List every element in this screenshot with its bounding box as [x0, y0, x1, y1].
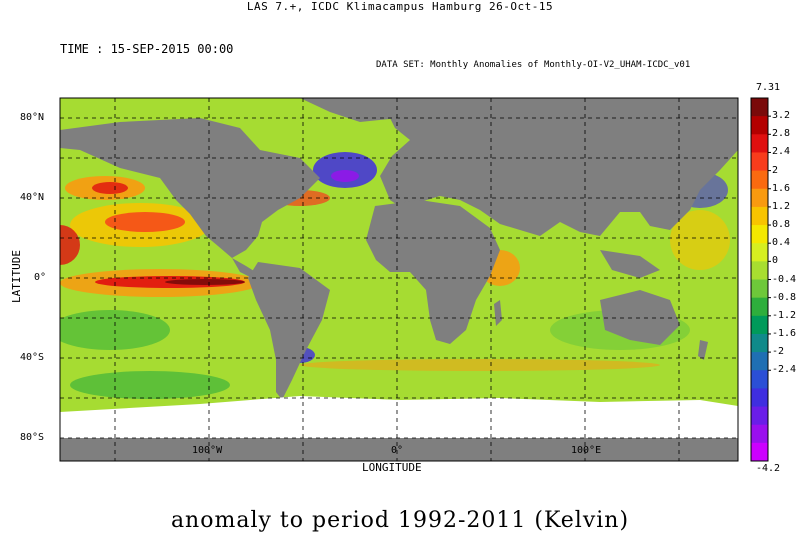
colorbar-swatch	[751, 134, 768, 153]
lat-tick-80n: 80°N	[20, 112, 45, 123]
sea-ice	[60, 396, 738, 438]
colorbar-level-label: -2	[772, 346, 785, 358]
land-masses	[60, 98, 738, 461]
time-label: TIME : 15-SEP-2015 00:00	[60, 42, 234, 56]
colorbar-swatch	[751, 116, 768, 135]
colorbar-level-label: -1.6	[772, 327, 797, 339]
australia-land	[600, 290, 680, 345]
colorbar-level-label: -0.8	[772, 291, 797, 303]
lat-tick-40n: 40°N	[20, 192, 45, 203]
colorbar-swatch	[751, 333, 768, 353]
lat-tick-40s: 40°S	[20, 352, 45, 363]
lon-tick-100w: 100°W	[192, 445, 223, 456]
new-zealand-land	[698, 340, 708, 360]
antarctica-land	[60, 438, 738, 461]
eurasia-land	[380, 98, 738, 236]
footer-caption: anomaly to period 1992-2011 (Kelvin)	[170, 508, 630, 533]
colorbar-swatch	[751, 406, 768, 426]
lon-tick-0: 0°	[391, 445, 404, 456]
longitude-axis-title: LONGITUDE	[362, 461, 422, 474]
colorbar-swatch	[751, 261, 768, 280]
colorbar	[750, 97, 771, 462]
colorbar-level-label: -2.4	[772, 364, 797, 376]
colorbar-min-label: -4.2	[756, 463, 781, 474]
colorbar-level-label: 1.2	[772, 200, 791, 212]
colorbar-swatch	[751, 170, 768, 190]
latitude-axis-title: LATITUDE	[9, 250, 23, 303]
colorbar-swatch	[751, 152, 768, 172]
colorbar-level-label: 3.2	[772, 110, 791, 122]
map-plot	[60, 98, 738, 461]
north-america-land	[60, 118, 320, 258]
madagascar-land	[494, 300, 502, 326]
colorbar-swatch	[751, 352, 768, 371]
colorbar-level-label: -1.2	[772, 309, 797, 321]
indonesia-land	[600, 250, 660, 278]
map-frame	[59, 97, 739, 462]
colorbar-level-label: 0	[772, 255, 779, 267]
colorbar-level-label: 2.4	[772, 146, 791, 158]
lat-tick-80s: 80°S	[20, 432, 45, 443]
colorbar-swatch	[751, 243, 768, 262]
grid-lines	[60, 98, 738, 461]
colorbar-swatch	[751, 188, 768, 208]
colorbar-swatch	[751, 225, 768, 244]
colorbar-swatch	[751, 279, 768, 299]
colorbar-swatch	[751, 315, 768, 335]
colorbar-level-label: 2.8	[772, 128, 791, 140]
south-america-land	[248, 262, 330, 400]
colorbar-max-label: 7.31	[756, 82, 781, 93]
colorbar-level-label: 0.8	[772, 219, 791, 231]
colorbar-swatch	[751, 424, 768, 444]
colorbar-level-label: 0.4	[772, 237, 791, 249]
colorbar-swatch	[751, 370, 768, 389]
colorbar-swatch	[751, 206, 768, 226]
colorbar-level-label: 2	[772, 164, 779, 176]
colorbar-swatch	[751, 297, 768, 317]
lat-tick-0: 0°	[34, 272, 47, 283]
dataset-label: DATA SET: Monthly Anomalies of Monthly-O…	[376, 60, 691, 70]
colorbar-level-label: 1.6	[772, 182, 791, 194]
colorbar-level-label: -0.4	[772, 273, 797, 285]
lon-tick-100e: 100°E	[571, 445, 602, 456]
header-title: LAS 7.+, ICDC Klimacampus Hamburg 26-Oct…	[246, 0, 554, 13]
colorbar-swatch	[751, 98, 768, 117]
africa-land	[366, 200, 500, 344]
colorbar-swatch	[751, 388, 768, 408]
colorbar-swatch	[751, 442, 768, 462]
